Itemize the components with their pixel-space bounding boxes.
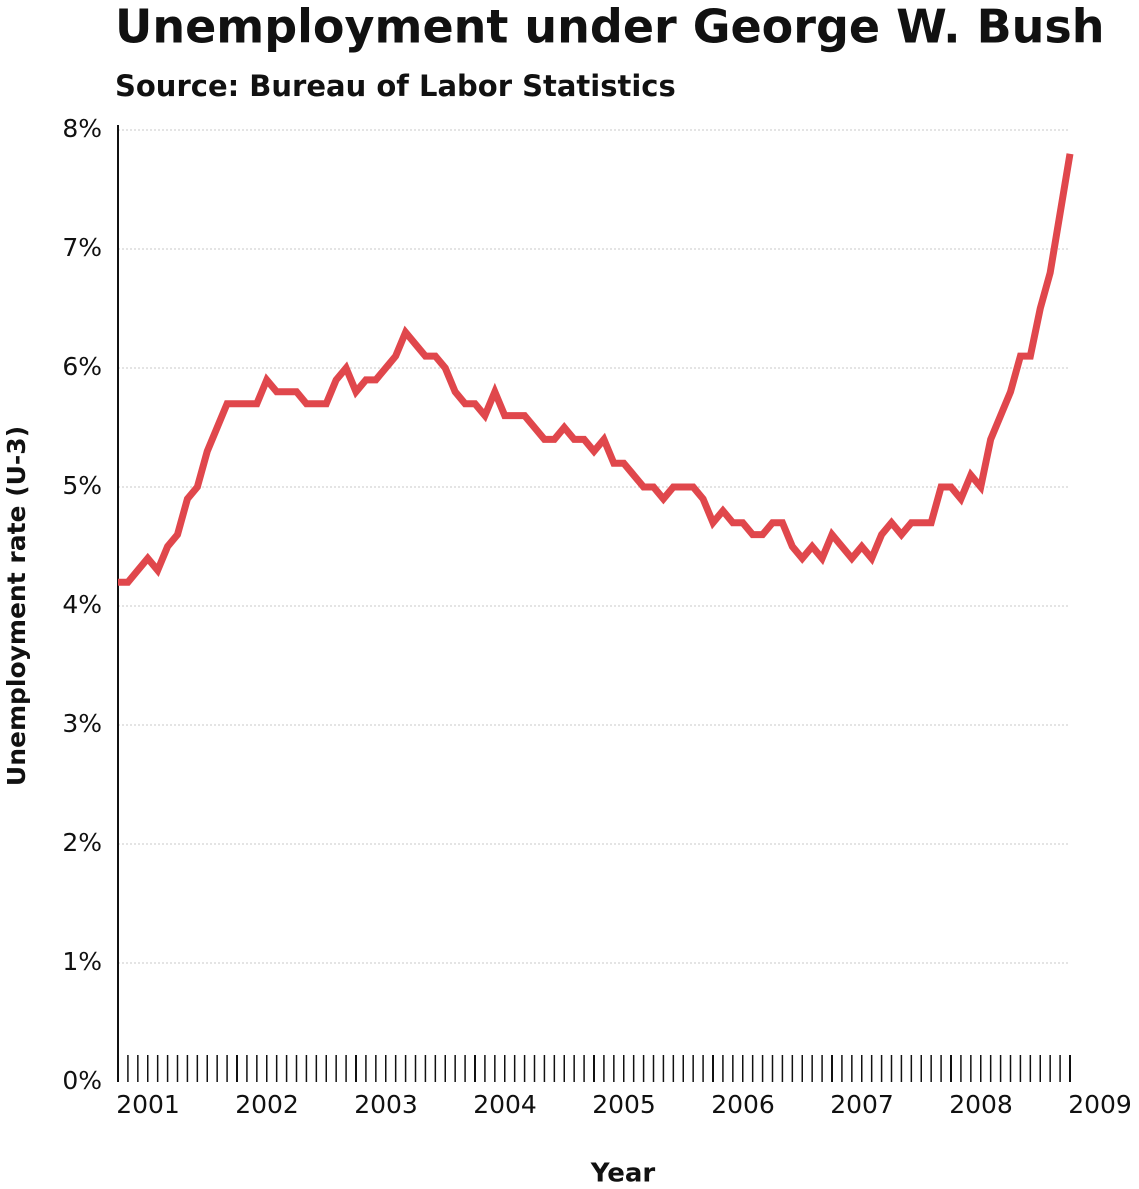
y-tick-label: 3% [62, 709, 102, 738]
y-tick-label: 2% [62, 828, 102, 857]
chart-subtitle: Source: Bureau of Labor Statistics [115, 69, 676, 103]
x-tick-label: 2001 [116, 1090, 180, 1119]
y-tick-label: 5% [62, 471, 102, 500]
y-tick-label: 6% [62, 352, 102, 381]
data-line [118, 153, 1074, 586]
x-tick-label: 2003 [354, 1090, 418, 1119]
x-tick-label: 2007 [830, 1090, 894, 1119]
x-axis-label: Year [590, 1159, 656, 1189]
x-tick-label: 2009 [1068, 1090, 1132, 1119]
y-tick-label: 4% [62, 590, 102, 619]
x-tick-label: 2005 [592, 1090, 656, 1119]
chart-title: Unemployment under George W. Bush [115, 0, 1105, 54]
x-tick-label: 2004 [473, 1090, 537, 1119]
x-tick-label: 2008 [949, 1090, 1013, 1119]
y-tick-label: 7% [62, 233, 102, 262]
y-tick-label: 0% [62, 1066, 102, 1095]
y-tick-label: 8% [62, 114, 102, 143]
y-axis-label: Unemployment rate (U-3) [2, 426, 31, 786]
x-tick-label: 2002 [235, 1090, 299, 1119]
x-tick-label: 2006 [711, 1090, 775, 1119]
y-tick-label: 1% [62, 947, 102, 976]
